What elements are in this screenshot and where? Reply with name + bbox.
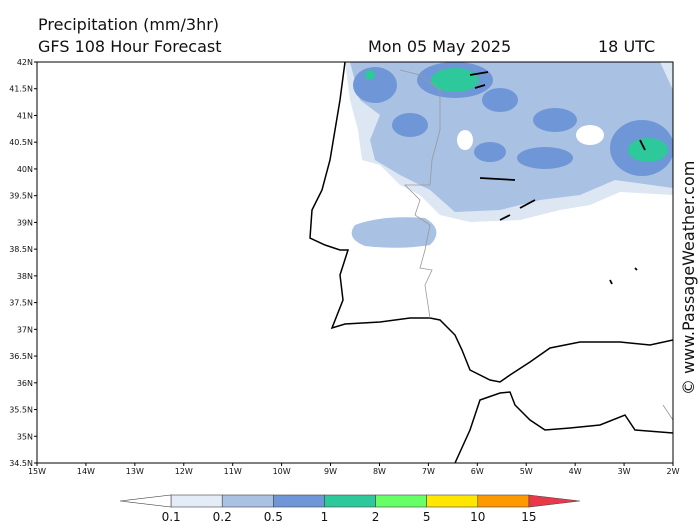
colorbar-label: 2 [372, 510, 380, 524]
lat-label: 34.5N [9, 459, 33, 468]
colorbar-end [119, 494, 172, 508]
colorbar-segment [273, 494, 325, 508]
lat-label: 38.5N [9, 245, 33, 254]
lat-label: 39N [17, 218, 33, 227]
lat-label: 35N [17, 432, 33, 441]
lat-label: 38N [17, 272, 33, 281]
map-frame [36, 61, 674, 464]
coastlines [309, 62, 673, 463]
lat-label: 41.5N [9, 85, 33, 94]
colorbar-segment [426, 494, 479, 508]
colorbar-label: 10 [470, 510, 485, 524]
colorbar-segment [324, 494, 376, 508]
lon-label: 10W [273, 467, 291, 476]
forecast-time: 18 UTC [598, 37, 655, 56]
colorbar-segment [477, 494, 530, 508]
lat-label: 42N [17, 58, 33, 67]
colorbar-label: 1 [321, 510, 329, 524]
colorbar-label: 5 [423, 510, 431, 524]
lon-label: 7W [422, 467, 435, 476]
lon-label: 3W [618, 467, 631, 476]
lat-label: 36.5N [9, 352, 33, 361]
lon-label: 8W [373, 467, 386, 476]
lon-label: 11W [224, 467, 242, 476]
lat-label: 35.5N [9, 406, 33, 415]
colorbar-segment [375, 494, 427, 508]
lat-label: 36N [17, 379, 33, 388]
colorbar-label: 15 [521, 510, 536, 524]
lon-label: 2W [667, 467, 680, 476]
lon-label: 4W [569, 467, 582, 476]
colorbar-label: 0.1 [162, 510, 181, 524]
lon-label: 6W [471, 467, 484, 476]
colorbar-segment [221, 494, 274, 508]
lon-label: 14W [77, 467, 95, 476]
colorbar-end [528, 494, 581, 508]
lon-label: 12W [175, 467, 193, 476]
lon-label: 13W [126, 467, 144, 476]
lat-label: 37.5N [9, 299, 33, 308]
lat-label: 41N [17, 111, 33, 120]
lon-label: 9W [324, 467, 337, 476]
colorbar: 0.1 0.2 0.5 1 2 5 10 15 [119, 494, 581, 524]
lat-label: 40.5N [9, 138, 33, 147]
forecast-date: Mon 05 May 2025 [368, 37, 511, 56]
graticule-labels: 42N 41.5N 41N 40.5N 40N 39.5N 39N 38.5N 38N 37.5N… [9, 58, 679, 476]
lat-label: 39.5N [9, 192, 33, 201]
lon-label: 5W [520, 467, 533, 476]
lat-label: 37N [17, 325, 33, 334]
watermark: © www.PassageWeather.com [679, 161, 698, 395]
colorbar-segment [170, 494, 223, 508]
colorbar-label: 0.2 [213, 510, 232, 524]
lon-label: 15W [28, 467, 46, 476]
precip-field [345, 62, 673, 248]
colorbar-label: 0.5 [264, 510, 283, 524]
lat-label: 40N [17, 165, 33, 174]
subtitle: GFS 108 Hour Forecast [38, 37, 222, 56]
title: Precipitation (mm/3hr) [38, 15, 219, 34]
map: 42N 41.5N 41N 40.5N 40N 39.5N 39N 38.5N 38N 37.5N… [9, 58, 698, 476]
